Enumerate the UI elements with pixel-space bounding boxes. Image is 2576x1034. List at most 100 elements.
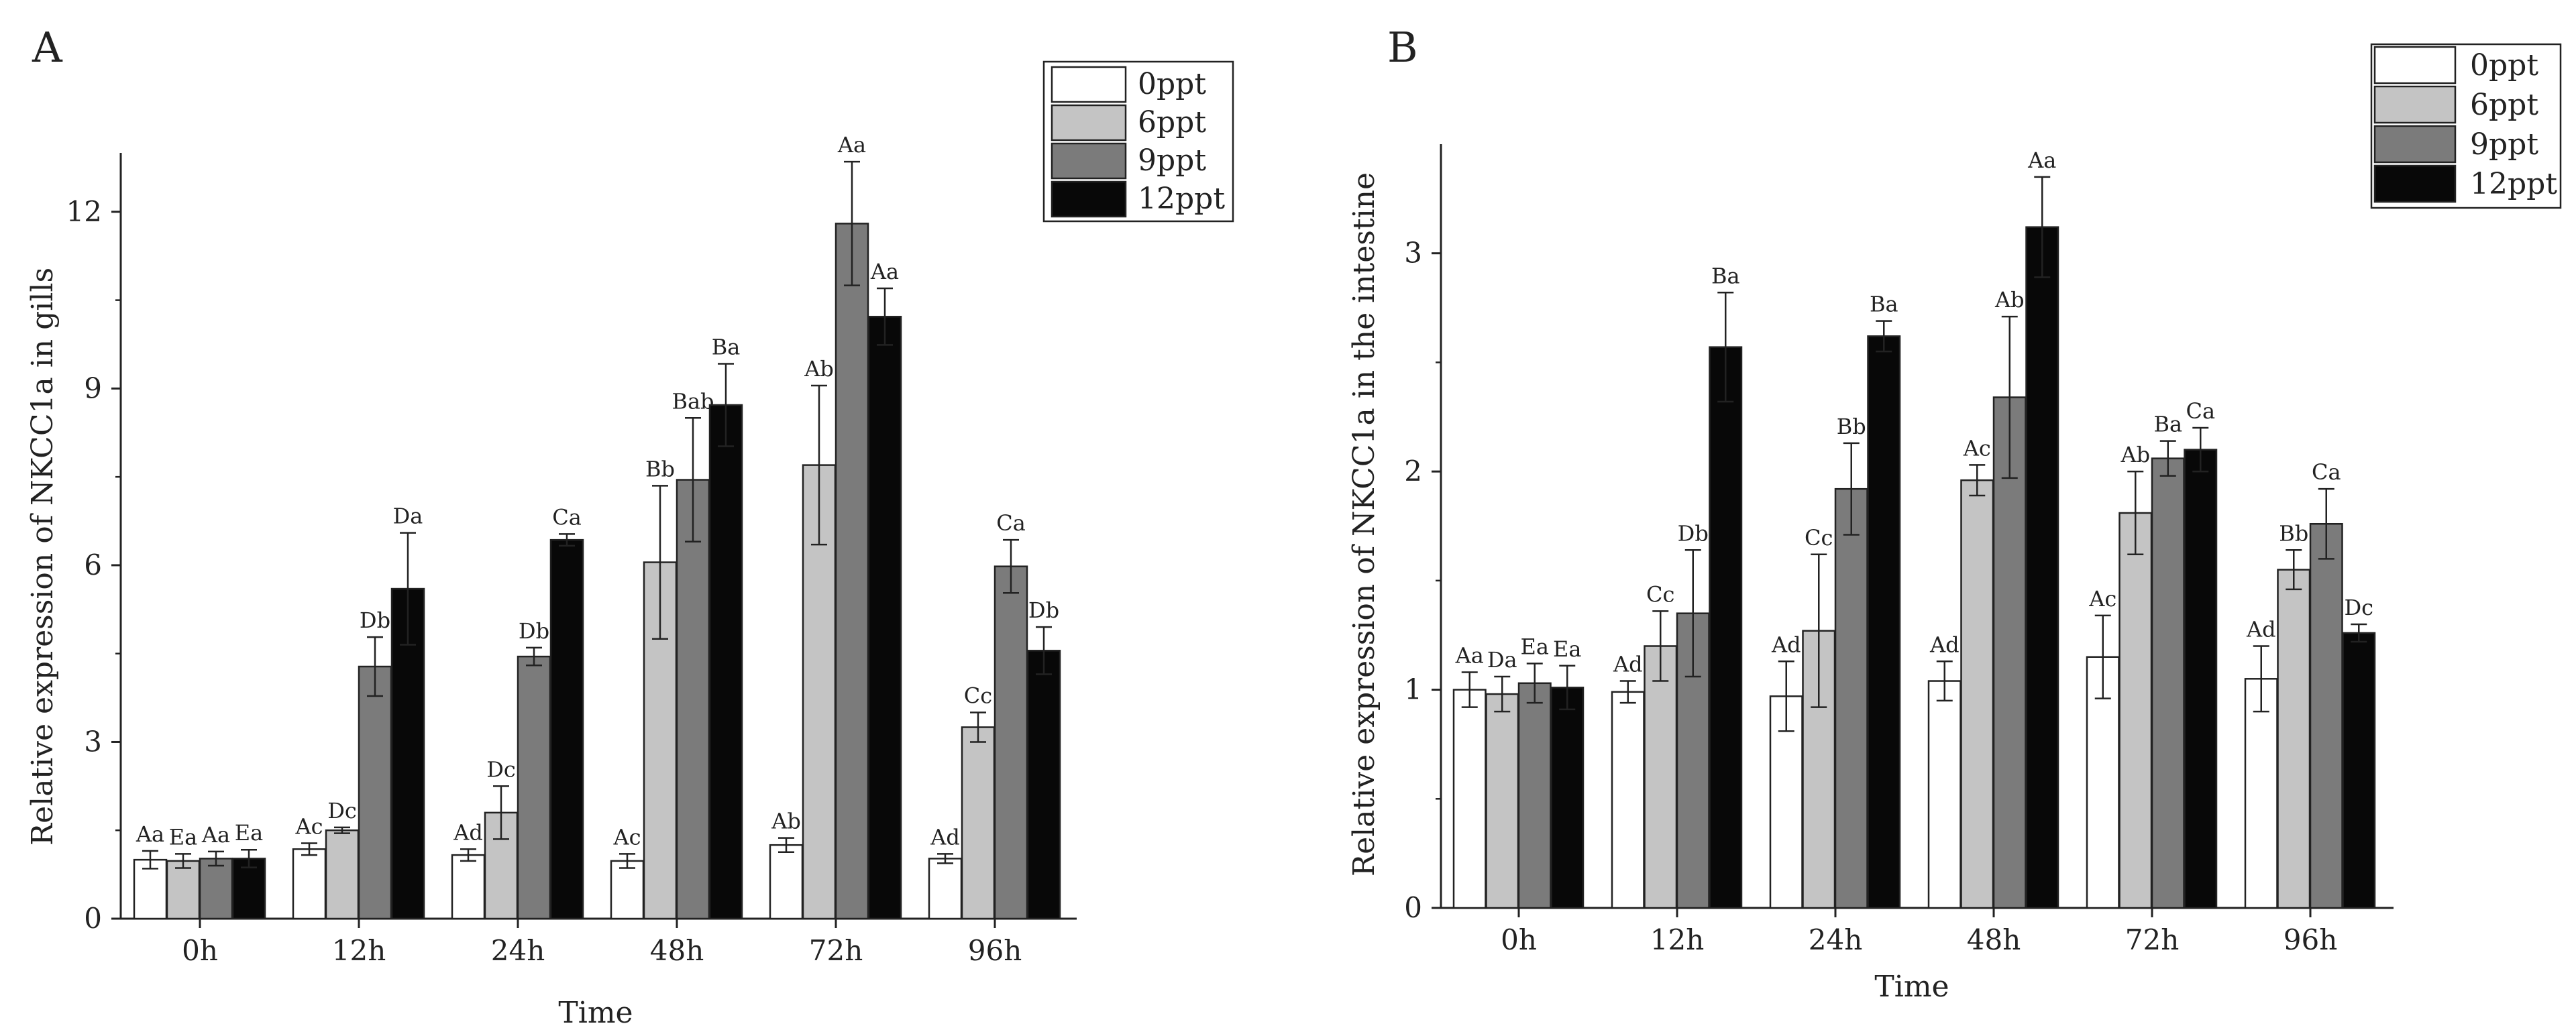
x-tick-label: 72h: [2125, 923, 2180, 956]
x-tick-label: 24h: [491, 934, 545, 967]
significance-label: Ba: [1870, 292, 1898, 317]
legend-swatch-0ppt: [2373, 46, 2457, 84]
significance-label: Cc: [964, 683, 992, 709]
x-tick-label: 96h: [968, 934, 1022, 967]
significance-label: Bab: [672, 388, 714, 414]
significance-label: Dc: [2344, 595, 2373, 620]
significance-label: Ea: [169, 824, 197, 850]
legend-label-0ppt: 0ppt: [1138, 67, 1206, 101]
y-tick-label: 2: [1404, 455, 1422, 487]
x-axis-title-b: Time: [1874, 970, 1949, 1004]
significance-label: Bb: [1837, 414, 1866, 439]
x-tick-label: 12h: [1650, 923, 1705, 956]
significance-label: Aa: [2027, 148, 2056, 173]
significance-label: Ac: [294, 814, 323, 840]
significance-label: Ad: [1771, 632, 1801, 657]
bar: [325, 829, 360, 920]
significance-label: Ab: [771, 809, 801, 834]
bar: [708, 404, 743, 920]
bar: [2118, 512, 2153, 909]
x-tick-label: 0h: [1501, 923, 1537, 956]
significance-label: Ad: [1929, 632, 1960, 657]
bar: [2151, 457, 2185, 909]
x-tick-label: 96h: [2284, 923, 2338, 956]
bar: [769, 844, 804, 920]
significance-label: Ba: [2153, 412, 2182, 437]
significance-label: Da: [393, 504, 423, 529]
y-tick-label: 1: [1404, 673, 1422, 706]
y-axis-title-a: Relative expression of NKCC1a in gills: [25, 268, 60, 846]
significance-label: Ea: [1553, 636, 1581, 662]
significance-label: Aa: [201, 822, 230, 848]
significance-label: Aa: [870, 259, 899, 284]
bar: [994, 565, 1028, 920]
legend-swatch-0ppt: [1051, 66, 1127, 103]
significance-label: Ba: [712, 334, 741, 359]
bar: [610, 860, 645, 920]
x-axis-title-a: Time: [558, 996, 633, 1030]
legend-a: 0ppt 6ppt 9ppt 12ppt: [1042, 60, 1234, 223]
significance-label: Bb: [645, 456, 675, 481]
y-tick-label: 0: [1404, 891, 1422, 924]
panel-b: B Relative expression of NKCC1a in the i…: [1347, 23, 2562, 1004]
bar: [2309, 522, 2343, 909]
bar: [1611, 691, 1645, 909]
bar: [2244, 678, 2278, 909]
legend-swatch-12ppt: [2373, 164, 2457, 203]
panel-a: A Relative expression of NKCC1a in gills…: [25, 23, 1234, 1030]
significance-label: Ca: [552, 504, 582, 530]
x-tick-label: 0h: [182, 934, 218, 967]
bar: [1452, 689, 1487, 909]
bar: [2184, 449, 2218, 909]
legend-b: 0ppt 6ppt 9ppt 12ppt: [2370, 43, 2562, 209]
legend-label-12ppt: 12ppt: [2470, 167, 2557, 201]
bar: [2277, 569, 2311, 909]
bar: [1026, 650, 1061, 920]
significance-label: Ca: [2186, 398, 2215, 424]
significance-label: Ac: [1963, 435, 1991, 461]
significance-label: Db: [1678, 520, 1709, 546]
legend-label-6ppt: 6ppt: [2470, 88, 2538, 122]
bar: [928, 858, 963, 920]
significance-label: Aa: [1455, 643, 1484, 669]
significance-label: Dc: [327, 798, 357, 823]
panel-letter-a: A: [32, 23, 63, 72]
significance-label: Aa: [837, 132, 866, 158]
y-tick-label: 0: [84, 902, 102, 935]
bar: [867, 315, 902, 920]
bar: [1834, 487, 1868, 909]
significance-label: Ad: [1613, 652, 1643, 677]
y-tick-label: 9: [84, 371, 102, 404]
significance-label: Ab: [804, 356, 834, 382]
bar: [2342, 632, 2376, 909]
significance-label: Cc: [1805, 525, 1833, 551]
bar: [231, 858, 266, 920]
significance-label: Ac: [2088, 586, 2116, 612]
legend-swatch-9ppt: [2373, 125, 2457, 164]
bar: [199, 858, 233, 920]
bar: [517, 655, 551, 920]
significance-label: Aa: [136, 821, 164, 847]
bar: [1960, 479, 1994, 909]
bar: [835, 223, 869, 920]
bar: [292, 848, 327, 920]
y-tick-label: 3: [84, 725, 102, 758]
significance-label: Ad: [453, 819, 483, 845]
legend-label-9ppt: 9ppt: [1138, 143, 1206, 178]
plot-area-b: 0 1 2 3 0h 12h 24h 48h 72h 96h Aa Ad Ad Ad Ac Ad Da Cc Cc A…: [1404, 144, 2394, 956]
bar: [1550, 687, 1585, 909]
bar: [676, 479, 710, 920]
panel-letter-b: B: [1387, 23, 1418, 72]
plot-area-a: 0 3 6 9 12 0h 12h 24h 48h 72h 96h Aa Ac Ad Ac Ab Ad Ea Dc D…: [66, 132, 1077, 967]
significance-label: Ea: [235, 820, 263, 846]
bar: [1867, 335, 1901, 909]
bar: [961, 726, 996, 920]
legend-swatch-9ppt: [1051, 142, 1127, 180]
x-tick-label: 48h: [650, 934, 704, 967]
y-tick-label: 12: [66, 195, 102, 228]
significance-label: Ab: [1994, 287, 2025, 312]
legend-swatch-6ppt: [1051, 104, 1127, 141]
bar: [1485, 693, 1519, 909]
legend-label-12ppt: 12ppt: [1138, 182, 1225, 216]
